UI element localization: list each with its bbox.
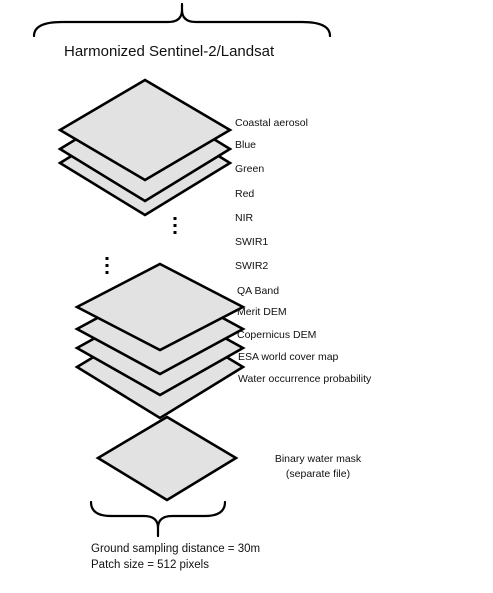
ellipsis-dots-upper (173, 217, 177, 234)
patch-size: Patch size = 512 pixels (91, 559, 209, 571)
band-label-swir2: SWIR2 (235, 260, 269, 272)
stack-layer (74, 262, 246, 352)
stack-layer (57, 78, 233, 182)
band-label-esa-world-cover: ESA world cover map (238, 351, 339, 363)
band-label-merit-dem: Merit DEM (237, 306, 287, 318)
stack-title: Harmonized Sentinel-2/Landsat (64, 43, 275, 60)
band-label-nir: NIR (235, 212, 254, 224)
band-label-qa-band: QA Band (237, 285, 280, 297)
water-mask-layer (95, 415, 239, 502)
band-label-water-occurrence: Water occurrence probability (238, 373, 372, 385)
band-label-swir1: SWIR1 (235, 236, 269, 248)
top-brace (32, 2, 332, 38)
band-label-red: Red (235, 188, 255, 200)
ellipsis-dots-lower (105, 257, 109, 274)
band-label-green: Green (235, 163, 265, 175)
water-mask-label-line2: (separate file) (285, 468, 351, 480)
band-label-copernicus-dem: Copernicus DEM (237, 329, 317, 341)
band-label-blue: Blue (235, 139, 257, 151)
band-label-coastal-aerosol: Coastal aerosol (235, 117, 308, 129)
water-mask-label-line1: Binary water mask (274, 453, 362, 465)
water-mask-label: Binary water mask (separate file) (258, 452, 378, 482)
ground-sampling-distance: Ground sampling distance = 30m (91, 543, 261, 555)
bottom-brace (89, 500, 227, 538)
